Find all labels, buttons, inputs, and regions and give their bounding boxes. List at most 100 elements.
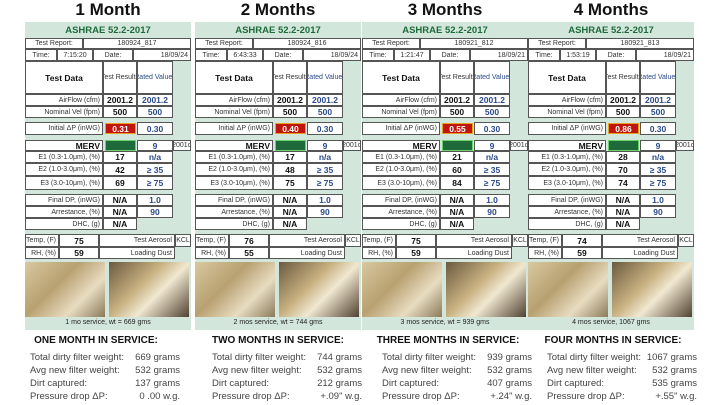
summary-row: Pressure drop ΔP: +.24" w.g. [382, 391, 532, 402]
nominal-vel-label: Nominal Vel (fpm) [528, 106, 606, 118]
arrestance-label: Arrestance, (%) [195, 206, 273, 218]
final-dp-label: Final DP, (inWG) [195, 194, 273, 206]
e3-value: 74 [606, 176, 640, 190]
time-value: 6:43:33 [227, 49, 263, 61]
date-value: 18/09/21 [470, 49, 528, 61]
initial-dp-rated: 0.30 [307, 122, 343, 135]
date-label: Date: [430, 49, 470, 61]
aerosol-value: KCL [175, 234, 191, 247]
time-label: Time: [195, 49, 227, 61]
airflow-value: 2001.2 [606, 94, 640, 106]
dhc-value: N/A [606, 218, 640, 230]
final-dp-value: N/A [103, 194, 137, 206]
e2-value: 42 [103, 163, 137, 176]
nominal-vel-rated: 500 [474, 106, 510, 118]
airflow-value: 2001.2 [440, 94, 474, 106]
aerosol-value: KCL [345, 234, 361, 247]
summary-value: 0 .00 w.g. [139, 391, 180, 402]
nominal-vel-value: 500 [440, 106, 474, 118]
filter-photo-closeup [446, 262, 526, 317]
dhc-label: DHC, (g) [362, 218, 440, 230]
filter-photo-closeup [109, 262, 189, 317]
temp-value: 75 [396, 234, 436, 247]
final-dp-rated: 1.0 [137, 194, 173, 206]
photo-caption: 2 mos service, wt = 744 gms [233, 319, 323, 326]
temp-value: 76 [229, 234, 269, 247]
summary-label: Avg new filter weight: [30, 365, 120, 376]
summary-value: +.24" w.g. [490, 391, 532, 402]
e2-rated: ≥ 35 [307, 163, 343, 176]
summary-row: Dirt captured: 137 grams [30, 378, 180, 389]
arrestance-value: N/A [273, 206, 307, 218]
rated-header: Rated Values [640, 61, 676, 94]
rh-value: 59 [562, 247, 602, 259]
e3-rated: ≥ 75 [307, 176, 343, 190]
standard-header: ASHRAE 52.2-2017 [402, 24, 488, 36]
temp-label: Temp, (F) [195, 234, 229, 247]
photo-caption: 1 mo service, wt = 669 gms [65, 319, 151, 326]
initial-dp-rated: 0.30 [137, 122, 173, 135]
time-value: 1:21:47 [394, 49, 430, 61]
rh-value: 59 [59, 247, 99, 259]
summary-value: +.55" w.g. [655, 391, 697, 402]
temp-label: Temp, (F) [25, 234, 59, 247]
summary-title: THREE MONTHS IN SERVICE: [376, 335, 520, 346]
initial-dp-value: 0.55 [442, 123, 473, 134]
merv-note: @2001cfm [510, 140, 528, 151]
e2-value: 70 [606, 163, 640, 176]
airflow-label: AirFlow (cfm) [528, 94, 606, 106]
summary-row: Avg new filter weight: 532 grams [547, 365, 697, 376]
e3-value: 84 [440, 176, 474, 190]
rated-header: Rated Values [137, 61, 173, 94]
temp-value: 75 [59, 234, 99, 247]
time-label: Time: [362, 49, 394, 61]
test-report-value: 180921_813 [586, 38, 694, 49]
initial-dp-value: 0.40 [275, 123, 306, 134]
test-panel: ASHRAE 52.2-2017 Test Report: 180924_817 Ti… [25, 22, 191, 330]
initial-dp-label: Initial ΔP (inWG) [25, 122, 103, 135]
nominal-vel-rated: 500 [307, 106, 343, 118]
summary-label: Dirt captured: [547, 378, 605, 389]
airflow-label: AirFlow (cfm) [25, 94, 103, 106]
e1-value: 17 [273, 151, 307, 163]
rh-value: 59 [396, 247, 436, 259]
e2-label: E2 (1.0-3.0μm), (%) [362, 163, 440, 176]
photo-caption: 3 mos service, wt = 939 gms [400, 319, 490, 326]
filter-photo [25, 262, 105, 317]
filter-photo-closeup [279, 262, 359, 317]
e1-label: E1 (0.3-1.0μm), (%) [528, 151, 606, 163]
summary-label: Avg new filter weight: [547, 365, 637, 376]
summary-value: 532 grams [652, 365, 697, 376]
summary-label: Total dirty filter weight: [382, 352, 476, 363]
summary-title: FOUR MONTHS IN SERVICE: [544, 335, 682, 346]
e2-rated: ≥ 35 [137, 163, 173, 176]
summary-value: 532 grams [487, 365, 532, 376]
e1-rated: n/a [307, 151, 343, 163]
loading-dust-label: Loading Dust [436, 247, 512, 259]
summary-label: Total dirty filter weight: [547, 352, 641, 363]
arrestance-rated: 90 [307, 206, 343, 218]
initial-dp-label: Initial ΔP (inWG) [362, 122, 440, 135]
standard-header: ASHRAE 52.2-2017 [235, 24, 321, 36]
initial-dp-rated: 0.30 [640, 122, 676, 135]
merv-value [442, 140, 473, 151]
summary-value: 532 grams [135, 365, 180, 376]
summary-label: Pressure drop ΔP: [212, 391, 290, 402]
merv-value [105, 140, 136, 151]
summary-value: 407 grams [487, 378, 532, 389]
e2-label: E2 (1.0-3.0μm), (%) [528, 163, 606, 176]
summary-value: 212 grams [317, 378, 362, 389]
summary-row: Avg new filter weight: 532 grams [212, 365, 362, 376]
time-label: Time: [25, 49, 57, 61]
nominal-vel-value: 500 [103, 106, 137, 118]
merv-value [275, 140, 306, 151]
e3-rated: ≥ 75 [474, 176, 510, 190]
filter-photo [195, 262, 275, 317]
summary-value: 939 grams [487, 352, 532, 363]
arrestance-value: N/A [606, 206, 640, 218]
final-dp-label: Final DP, (inWG) [528, 194, 606, 206]
dhc-label: DHC, (g) [195, 218, 273, 230]
nominal-vel-value: 500 [606, 106, 640, 118]
summary-label: Total dirty filter weight: [30, 352, 124, 363]
airflow-value: 2001.2 [103, 94, 137, 106]
